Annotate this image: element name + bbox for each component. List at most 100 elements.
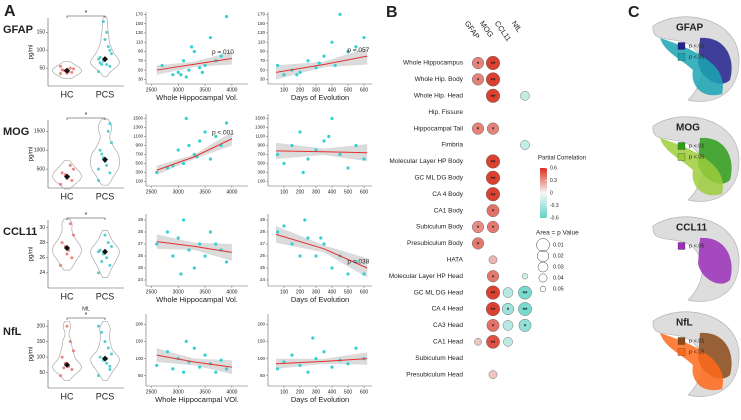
colorbar-tick-label: 0.6 — [550, 165, 557, 171]
data-point — [103, 37, 107, 41]
significance-label: ** — [523, 308, 528, 314]
data-point — [224, 15, 229, 19]
bubble — [488, 255, 498, 265]
x-tick-label: 600 — [360, 389, 369, 395]
significance-label: ** — [491, 177, 496, 183]
data-point — [208, 35, 213, 40]
x-tick-label: HC — [61, 191, 74, 201]
violin — [52, 61, 82, 79]
brain-region — [660, 333, 724, 391]
significance-label: * — [477, 62, 480, 68]
data-point — [314, 148, 318, 152]
data-point — [338, 152, 342, 157]
data-point — [192, 49, 196, 54]
data-point — [106, 129, 110, 133]
legend-swatch — [677, 42, 686, 50]
brain-region — [698, 237, 732, 284]
bubble — [471, 122, 485, 135]
data-point — [224, 260, 229, 264]
mean-marker — [102, 56, 108, 63]
legend-title: Partial Correlation — [538, 156, 586, 162]
data-point — [70, 256, 74, 260]
data-point — [354, 143, 358, 148]
violin — [90, 321, 120, 381]
data-point — [187, 68, 191, 72]
y-tick-label: 130 — [257, 30, 265, 35]
data-point — [109, 244, 113, 248]
data-point — [282, 224, 286, 228]
size-legend-label: 0.05 — [553, 286, 564, 292]
y-tick-label: 90 — [138, 49, 144, 54]
y-axis-label: pg/ml — [29, 247, 35, 262]
y-tick-label: 24 — [260, 277, 266, 282]
y-tick-label: 200 — [257, 321, 265, 326]
data-point — [184, 75, 188, 79]
violin — [90, 118, 120, 186]
bubble — [502, 287, 514, 298]
data-point — [346, 166, 350, 170]
legend-swatch — [677, 53, 686, 61]
y-tick-label: 30 — [138, 77, 144, 82]
bubble — [486, 319, 500, 332]
y-tick-label: 100 — [37, 354, 46, 360]
x-axis-label: Days of Evolution — [291, 295, 349, 304]
size-legend-circle — [536, 249, 550, 263]
data-point — [184, 339, 188, 344]
bubble — [485, 55, 501, 71]
confidence-band — [276, 352, 368, 369]
data-point — [103, 340, 107, 344]
significance-label: ** — [491, 193, 496, 199]
significance-label: * — [492, 275, 495, 281]
confidence-band — [156, 132, 232, 175]
bubble — [486, 270, 500, 283]
data-point — [333, 63, 337, 68]
x-tick-label: 200 — [296, 389, 305, 395]
data-point — [346, 49, 350, 54]
mean-marker — [64, 173, 70, 180]
panel-c-title: CCL11 — [676, 223, 708, 234]
x-tick-label: 400 — [328, 87, 337, 93]
data-point — [203, 63, 207, 68]
x-tick-label: 3000 — [173, 289, 184, 295]
fit-line — [275, 55, 368, 73]
y-tick-label: 26 — [39, 255, 45, 261]
data-point — [317, 61, 321, 65]
data-point — [97, 70, 101, 74]
bubble — [485, 301, 501, 317]
y-tick-label: 100 — [37, 48, 46, 54]
x-axis-label: Whole Hippocampal Vol. — [156, 93, 238, 102]
fit-line — [156, 57, 232, 71]
data-point — [165, 230, 170, 234]
data-point — [97, 271, 101, 275]
legend-label: p <.01 — [689, 338, 704, 344]
size-legend-label: 0.01 — [553, 242, 564, 248]
x-tick-label: 3500 — [199, 389, 210, 395]
data-point — [155, 242, 159, 246]
significance-label: * — [85, 10, 88, 17]
panel-label: B — [386, 4, 398, 21]
bubble — [486, 122, 500, 135]
data-point — [71, 167, 75, 171]
bubble — [520, 91, 530, 101]
bubble — [485, 154, 501, 169]
violin — [52, 218, 82, 271]
data-point — [192, 152, 196, 157]
column-header: NfL — [510, 19, 524, 34]
y-tick-label: 130 — [135, 30, 143, 35]
bubble — [518, 302, 532, 316]
y-tick-label: 1500 — [133, 116, 144, 121]
y-tick-label: 900 — [135, 143, 143, 148]
row-label: Hippocampal Tail — [414, 125, 464, 132]
significance-label: ** — [523, 292, 528, 298]
y-tick-label: 1500 — [255, 116, 266, 121]
data-point — [98, 61, 102, 65]
data-point — [338, 12, 342, 16]
data-point — [184, 116, 188, 121]
bubble — [488, 370, 498, 379]
bubble — [471, 220, 485, 234]
data-point — [187, 248, 191, 252]
data-point — [100, 260, 104, 264]
row-label: Whole Hip. Head — [414, 93, 464, 100]
data-point — [70, 178, 74, 182]
data-point — [97, 57, 101, 61]
